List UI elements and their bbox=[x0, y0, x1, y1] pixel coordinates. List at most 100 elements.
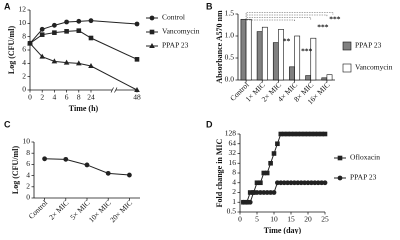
point bbox=[288, 180, 294, 186]
y-tick-label: 0.5 bbox=[225, 53, 235, 62]
bar bbox=[310, 37, 317, 81]
point bbox=[134, 87, 140, 92]
legend-label: PPAP 23 bbox=[162, 41, 189, 50]
legend-marker bbox=[337, 175, 343, 181]
x-tick-label: 20 bbox=[304, 215, 312, 224]
y-tick-label: 1 bbox=[232, 197, 236, 206]
point bbox=[275, 180, 280, 186]
significance-label: ** bbox=[283, 37, 291, 46]
y-tick-label: 2 bbox=[26, 182, 30, 191]
bar bbox=[240, 18, 247, 81]
x-axis-label: Time (day) bbox=[264, 226, 302, 234]
point bbox=[268, 160, 273, 166]
x-tick-label: 2× MIC bbox=[47, 198, 70, 221]
bar bbox=[256, 31, 263, 81]
point bbox=[76, 18, 82, 24]
point bbox=[88, 18, 94, 24]
point bbox=[39, 53, 45, 59]
point bbox=[76, 28, 82, 33]
bar bbox=[289, 66, 295, 81]
x-tick-label: 48 bbox=[133, 93, 141, 102]
legend-label: Ofloxacin bbox=[350, 153, 380, 162]
x-tick-label: 4 bbox=[53, 93, 57, 102]
point bbox=[254, 190, 260, 195]
point bbox=[305, 131, 311, 137]
significance-bracket bbox=[245, 12, 334, 15]
point bbox=[39, 32, 45, 37]
point bbox=[126, 172, 132, 178]
point bbox=[42, 156, 47, 162]
point bbox=[275, 141, 280, 147]
y-tick-label: 1.5 bbox=[225, 9, 235, 18]
series-line bbox=[29, 20, 138, 44]
point bbox=[261, 190, 267, 195]
point bbox=[64, 19, 69, 25]
point bbox=[309, 180, 314, 186]
y-tick-label: 4 bbox=[26, 170, 30, 179]
point bbox=[322, 180, 328, 186]
significance-label: *** bbox=[301, 47, 313, 56]
point bbox=[52, 30, 57, 35]
y-tick-label: 6 bbox=[22, 45, 26, 54]
bar bbox=[278, 29, 284, 81]
point bbox=[63, 156, 69, 162]
legend-label: Vancomycin bbox=[355, 63, 393, 72]
page: {"chart_data": [ {"type": "line", "label… bbox=[4, 1, 393, 234]
point bbox=[244, 199, 250, 205]
point bbox=[51, 22, 57, 28]
significance-bracket bbox=[245, 17, 312, 20]
y-tick-label: 0 bbox=[22, 85, 26, 94]
point bbox=[302, 131, 307, 137]
y-tick-label: 2 bbox=[232, 187, 236, 196]
y-tick-label: 8 bbox=[22, 31, 26, 40]
bar bbox=[326, 74, 333, 81]
point bbox=[134, 21, 140, 27]
point bbox=[298, 180, 304, 186]
y-tick-label: 4 bbox=[22, 58, 26, 67]
point bbox=[241, 199, 246, 205]
legend-label: PPAP 23 bbox=[350, 173, 377, 182]
y-tick-label: 128 bbox=[225, 129, 237, 138]
series-line bbox=[29, 30, 138, 60]
point bbox=[271, 190, 277, 195]
series-line bbox=[29, 42, 138, 91]
panel-letter: C bbox=[4, 119, 11, 129]
bar bbox=[294, 35, 301, 81]
point bbox=[27, 40, 33, 46]
legend-label: Control bbox=[162, 13, 185, 22]
legend-swatch bbox=[342, 63, 352, 73]
point bbox=[278, 131, 284, 137]
x-axis-label: Time (h) bbox=[69, 104, 99, 113]
point bbox=[319, 180, 324, 186]
point bbox=[264, 190, 270, 195]
legend-marker bbox=[149, 29, 155, 35]
y-tick-label: 0 bbox=[26, 193, 30, 202]
axis-break-gap bbox=[111, 88, 116, 92]
y-tick-label: 10 bbox=[23, 137, 31, 146]
bar bbox=[305, 75, 312, 81]
point bbox=[75, 60, 82, 66]
bar bbox=[245, 18, 252, 81]
y-tick-label: 64 bbox=[229, 138, 237, 147]
point bbox=[134, 57, 140, 62]
point bbox=[258, 180, 263, 186]
x-tick-label: 15 bbox=[287, 215, 295, 224]
point bbox=[295, 180, 301, 186]
point bbox=[278, 180, 284, 186]
point bbox=[247, 190, 253, 195]
point bbox=[309, 131, 314, 137]
panel-letter: B bbox=[206, 1, 213, 11]
bar bbox=[321, 77, 328, 81]
point bbox=[288, 131, 294, 137]
point bbox=[315, 131, 321, 137]
x-tick-label: 10× MIC bbox=[87, 198, 113, 224]
axis-break bbox=[110, 87, 114, 93]
y-tick-label: 4 bbox=[232, 177, 236, 186]
panel-letter: A bbox=[4, 1, 11, 11]
x-tick-label: 6 bbox=[65, 93, 69, 102]
bar bbox=[261, 26, 268, 81]
point bbox=[292, 180, 297, 186]
y-tick-label: 0.5 bbox=[227, 207, 237, 216]
y-tick-label: 0.0 bbox=[225, 75, 235, 84]
